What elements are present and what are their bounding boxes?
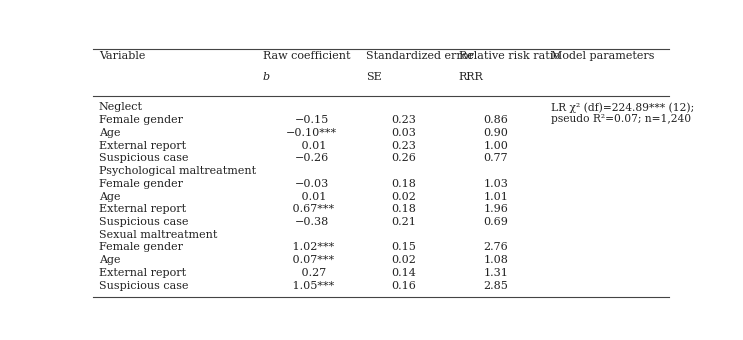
Text: 0.02: 0.02 [392, 191, 416, 202]
Text: −0.15: −0.15 [294, 115, 329, 125]
Text: 0.18: 0.18 [392, 179, 416, 189]
Text: 0.67***: 0.67*** [289, 204, 334, 214]
Text: Standardized error: Standardized error [366, 51, 474, 61]
Text: 1.05***: 1.05*** [289, 281, 334, 291]
Text: Neglect: Neglect [99, 102, 143, 112]
Text: 0.07***: 0.07*** [289, 255, 334, 265]
Text: 1.96: 1.96 [484, 204, 508, 214]
Text: RRR: RRR [458, 72, 483, 82]
Text: 0.26: 0.26 [392, 153, 416, 163]
Text: −0.10***: −0.10*** [286, 128, 337, 138]
Text: External report: External report [99, 268, 186, 278]
Text: −0.26: −0.26 [294, 153, 329, 163]
Text: b: b [263, 72, 270, 82]
Text: 1.03: 1.03 [484, 179, 508, 189]
Text: 0.15: 0.15 [392, 242, 416, 253]
Text: 0.02: 0.02 [392, 255, 416, 265]
Text: 1.08: 1.08 [484, 255, 508, 265]
Text: Raw coefficient: Raw coefficient [263, 51, 350, 61]
Text: 0.18: 0.18 [392, 204, 416, 214]
Text: Model parameters: Model parameters [551, 51, 654, 61]
Text: Age: Age [99, 191, 120, 202]
Text: 0.69: 0.69 [484, 217, 508, 227]
Text: Suspicious case: Suspicious case [99, 281, 188, 291]
Text: 1.00: 1.00 [484, 140, 508, 151]
Text: Psychological maltreatment: Psychological maltreatment [99, 166, 256, 176]
Text: Female gender: Female gender [99, 179, 183, 189]
Text: 0.14: 0.14 [392, 268, 416, 278]
Text: 1.02***: 1.02*** [289, 242, 334, 253]
Text: 0.77: 0.77 [484, 153, 508, 163]
Text: Age: Age [99, 255, 120, 265]
Text: External report: External report [99, 140, 186, 151]
Text: 0.01: 0.01 [297, 191, 326, 202]
Text: 0.23: 0.23 [392, 115, 416, 125]
Text: 0.03: 0.03 [392, 128, 416, 138]
Text: −0.03: −0.03 [294, 179, 329, 189]
Text: 0.01: 0.01 [297, 140, 326, 151]
Text: pseudo R²=0.07; n=1,240: pseudo R²=0.07; n=1,240 [551, 114, 691, 124]
Text: Suspicious case: Suspicious case [99, 153, 188, 163]
Text: External report: External report [99, 204, 186, 214]
Text: 1.31: 1.31 [484, 268, 508, 278]
Text: Relative risk ratio: Relative risk ratio [458, 51, 559, 61]
Text: LR χ² (df)=224.89*** (12);: LR χ² (df)=224.89*** (12); [551, 102, 694, 113]
Text: 0.23: 0.23 [392, 140, 416, 151]
Text: 1.01: 1.01 [484, 191, 508, 202]
Text: SE: SE [366, 72, 382, 82]
Text: Sexual maltreatment: Sexual maltreatment [99, 230, 217, 240]
Text: 2.76: 2.76 [484, 242, 508, 253]
Text: Female gender: Female gender [99, 242, 183, 253]
Text: Suspicious case: Suspicious case [99, 217, 188, 227]
Text: −0.38: −0.38 [294, 217, 329, 227]
Text: 0.27: 0.27 [297, 268, 326, 278]
Text: 0.86: 0.86 [484, 115, 508, 125]
Text: 2.85: 2.85 [484, 281, 508, 291]
Text: 0.21: 0.21 [392, 217, 416, 227]
Text: Variable: Variable [99, 51, 145, 61]
Text: Female gender: Female gender [99, 115, 183, 125]
Text: 0.16: 0.16 [392, 281, 416, 291]
Text: 0.90: 0.90 [484, 128, 508, 138]
Text: Age: Age [99, 128, 120, 138]
